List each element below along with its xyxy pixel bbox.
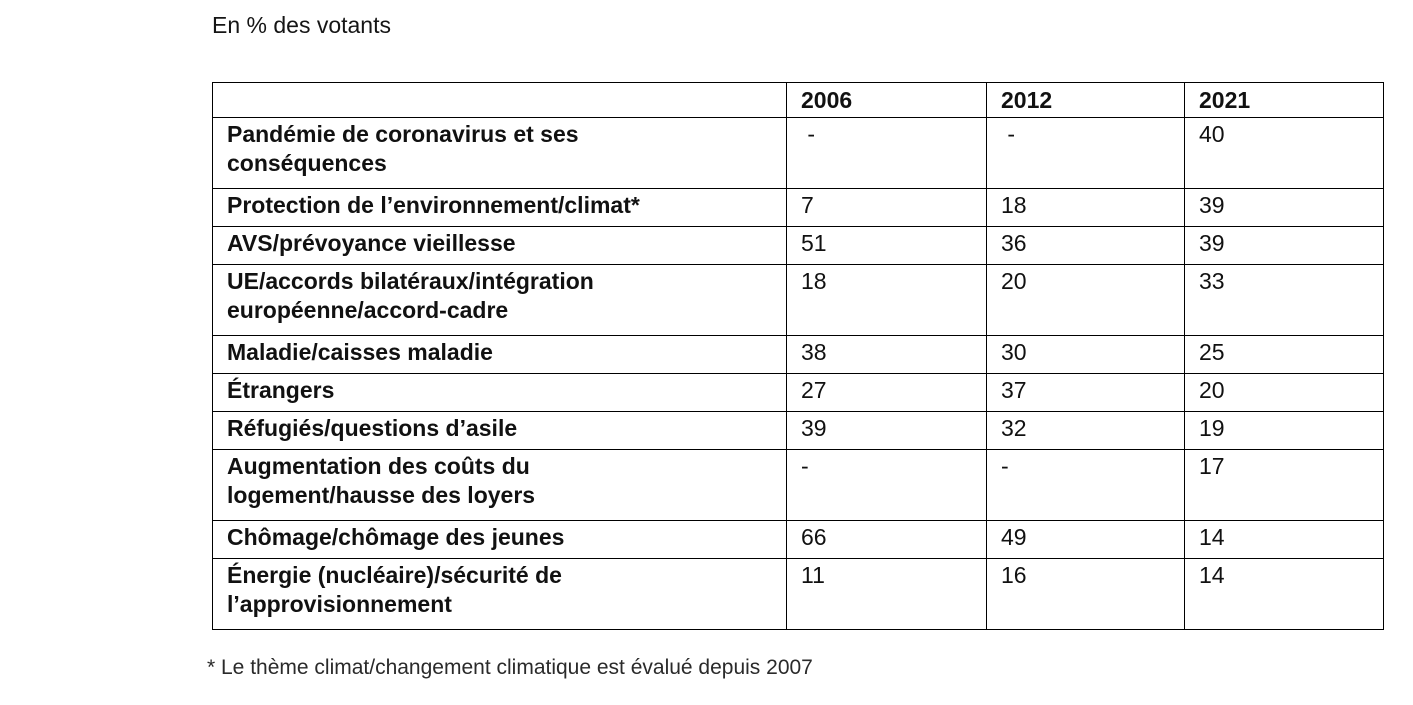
- cell-value: 39: [1184, 188, 1384, 227]
- cell-value: 33: [1184, 264, 1384, 336]
- table-row: Chômage/chômage des jeunes 66 49 14: [212, 520, 1384, 559]
- cell-value: 17: [1184, 449, 1384, 521]
- row-label: Réfugiés/questions d’asile: [212, 411, 787, 450]
- column-header-2012: 2012: [986, 82, 1185, 118]
- cell-value: 16: [986, 558, 1185, 630]
- cell-value: 39: [786, 411, 987, 450]
- table-row: Augmentation des coûts du logement/hauss…: [212, 449, 1384, 521]
- cell-value: 25: [1184, 335, 1384, 374]
- cell-value: 27: [786, 373, 987, 412]
- row-label: Pandémie de coronavirus et ses conséquen…: [212, 117, 787, 189]
- cell-value: -: [786, 117, 987, 189]
- cell-value: 19: [1184, 411, 1384, 450]
- row-label: Énergie (nucléaire)/sécurité de l’approv…: [212, 558, 787, 630]
- cell-value: 37: [986, 373, 1185, 412]
- row-label: Maladie/caisses maladie: [212, 335, 787, 374]
- column-header-2021: 2021: [1184, 82, 1384, 118]
- topics-table: 2006 2012 2021 Pandémie de coronavirus et …: [212, 82, 1384, 630]
- table-row: Énergie (nucléaire)/sécurité de l’approv…: [212, 558, 1384, 630]
- table-row: Réfugiés/questions d’asile 39 32 19: [212, 411, 1384, 450]
- cell-value: 20: [1184, 373, 1384, 412]
- row-label: Protection de l’environnement/climat*: [212, 188, 787, 227]
- row-label: Étrangers: [212, 373, 787, 412]
- cell-value: 30: [986, 335, 1185, 374]
- cell-value: 14: [1184, 558, 1384, 630]
- cell-value: -: [986, 449, 1185, 521]
- table-row: AVS/prévoyance vieillesse 51 36 39: [212, 226, 1384, 265]
- table-row: Pandémie de coronavirus et ses conséquen…: [212, 117, 1384, 189]
- cell-value: 18: [986, 188, 1185, 227]
- table-row: Étrangers 27 37 20: [212, 373, 1384, 412]
- cell-value: 49: [986, 520, 1185, 559]
- cell-value: 11: [786, 558, 987, 630]
- cell-value: 66: [786, 520, 987, 559]
- cell-value: 39: [1184, 226, 1384, 265]
- table-row: UE/accords bilatéraux/intégration europé…: [212, 264, 1384, 336]
- table-caption: En % des votants: [212, 12, 391, 38]
- cell-value: 40: [1184, 117, 1384, 189]
- row-label: Chômage/chômage des jeunes: [212, 520, 787, 559]
- cell-value: -: [986, 117, 1185, 189]
- cell-value: -: [786, 449, 987, 521]
- cell-value: 32: [986, 411, 1185, 450]
- column-header-empty: [212, 82, 787, 118]
- row-label: Augmentation des coûts du logement/hauss…: [212, 449, 787, 521]
- cell-value: 7: [786, 188, 987, 227]
- header-row: 2006 2012 2021: [212, 82, 1384, 118]
- cell-value: 18: [786, 264, 987, 336]
- table-body: Pandémie de coronavirus et ses conséquen…: [212, 117, 1384, 630]
- table-row: Protection de l’environnement/climat* 7 18…: [212, 188, 1384, 227]
- cell-value: 38: [786, 335, 987, 374]
- cell-value: 36: [986, 226, 1185, 265]
- column-header-2006: 2006: [786, 82, 987, 118]
- row-label: AVS/prévoyance vieillesse: [212, 226, 787, 265]
- cell-value: 20: [986, 264, 1185, 336]
- cell-value: 14: [1184, 520, 1384, 559]
- row-label: UE/accords bilatéraux/intégration europé…: [212, 264, 787, 336]
- cell-value: 51: [786, 226, 987, 265]
- footnote: * Le thème climat/changement climatique …: [207, 656, 813, 679]
- table-row: Maladie/caisses maladie 38 30 25: [212, 335, 1384, 374]
